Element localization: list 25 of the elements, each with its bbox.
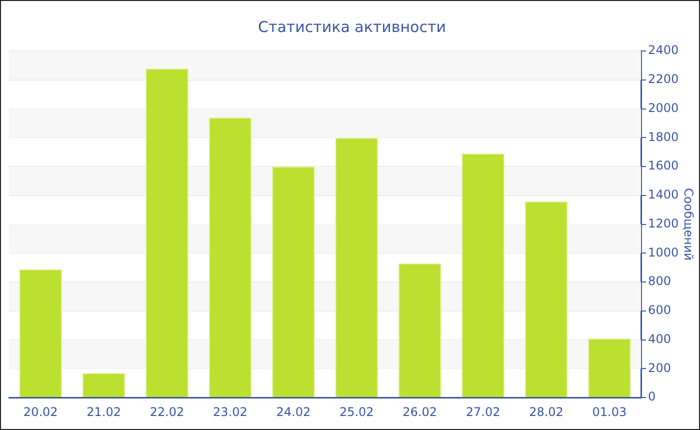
- x-tick-label: 01.03: [592, 404, 627, 419]
- y-tick-label: 2400: [648, 43, 679, 58]
- x-tick-label: 22.02: [150, 404, 184, 419]
- x-tick-label: 27.02: [466, 404, 500, 419]
- x-tick-label: 26.02: [402, 404, 438, 419]
- x-tick-label: 23.02: [213, 404, 248, 419]
- chart-title: Статистика активности: [258, 18, 446, 36]
- x-tick-label: 20.02: [23, 404, 58, 419]
- y-tick-label: 2000: [648, 100, 679, 115]
- x-tick-label: 24.02: [276, 404, 311, 419]
- y-tick-label: 1000: [648, 245, 679, 260]
- y-tick-label: 1800: [648, 130, 679, 144]
- y-tick-label: 600: [648, 303, 671, 318]
- y-axis-title: Сообщений: [682, 188, 696, 261]
- x-tick-label: 28.02: [529, 404, 564, 419]
- y-tick-label: 1200: [648, 216, 679, 230]
- y-tick-label: 200: [648, 360, 671, 375]
- y-tick-label: 1600: [648, 158, 679, 173]
- x-tick-label: 21.02: [86, 404, 121, 419]
- y-tick-label: 1400: [648, 188, 679, 202]
- y-tick-label: 0: [648, 390, 656, 404]
- x-tick-label: 25.02: [339, 404, 374, 419]
- y-tick-label: 2200: [648, 72, 679, 86]
- y-tick-label: 400: [648, 332, 671, 346]
- y-tick-label: 800: [648, 274, 671, 288]
